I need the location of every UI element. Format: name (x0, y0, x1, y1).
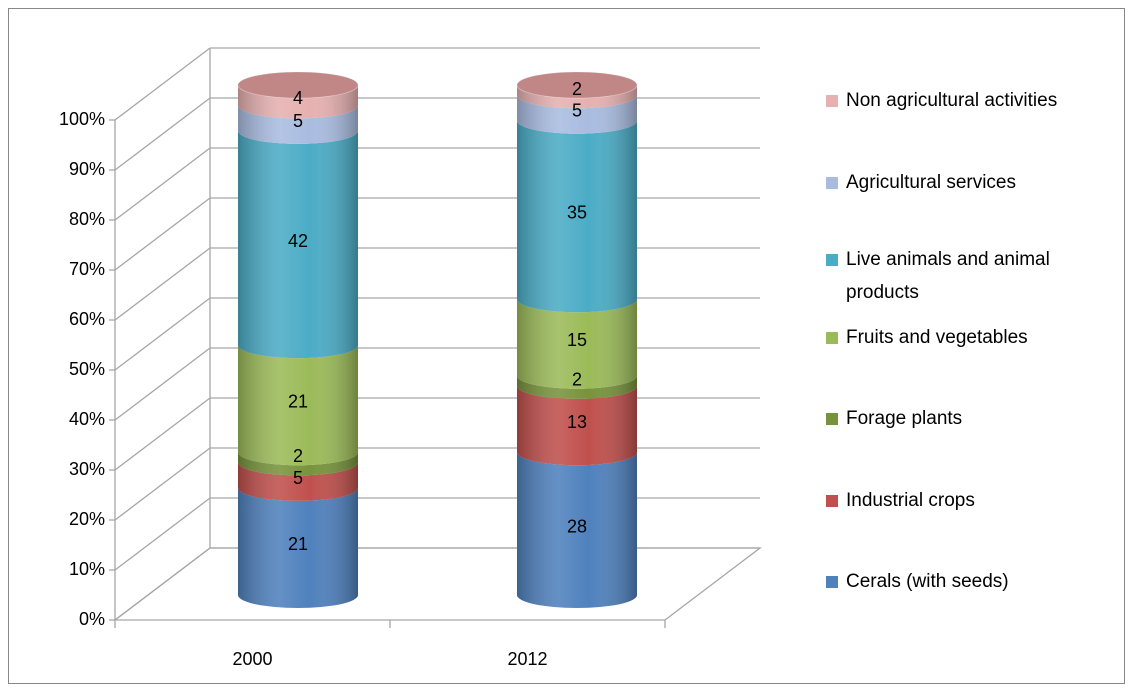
legend-swatch (826, 495, 838, 507)
data-label: 2 (293, 446, 303, 466)
segment-shade (517, 385, 637, 466)
y-tick-label: 10% (69, 559, 105, 579)
segment-shade (238, 105, 359, 144)
legend-swatch (826, 413, 838, 425)
legend-entry: Industrial crops (826, 484, 1116, 517)
legend-entry: Fruits and vegetables (826, 321, 1116, 354)
x-tick-label: 2000 (232, 649, 272, 669)
grid-line (114, 397, 211, 471)
legend-label: Fruits and vegetables (846, 327, 1028, 348)
legend-swatch (826, 576, 838, 588)
chart-frame (8, 8, 1125, 684)
segment-shade (517, 375, 637, 399)
x-tick-label: 2012 (507, 649, 547, 669)
data-label: 5 (572, 101, 582, 121)
grid-line (114, 97, 211, 171)
legend-label: Agricultural services (846, 172, 1016, 193)
legend-entry: Live animals and animal products (826, 243, 1116, 309)
legend-label: Live animals and animal products (846, 249, 1050, 303)
segment-shade (517, 85, 637, 109)
legend-entry: Agricultural services (826, 166, 1116, 199)
legend-label: Industrial crops (846, 490, 975, 511)
legend-swatch (826, 332, 838, 344)
data-label: 28 (567, 516, 587, 536)
y-tick-label: 80% (69, 209, 105, 229)
grid-line (114, 247, 211, 321)
grid-line (114, 547, 211, 621)
grid-line (114, 47, 211, 121)
cylinder-top-shade (238, 72, 358, 98)
y-tick-label: 60% (69, 309, 105, 329)
y-tick-label: 0% (79, 609, 105, 629)
cylinder-top-shade (517, 72, 637, 98)
data-label: 35 (567, 203, 587, 223)
data-label: 21 (288, 391, 308, 411)
segment-shade (238, 345, 359, 466)
legend-entry: Forage plants (826, 402, 1116, 435)
y-tick-label: 40% (69, 409, 105, 429)
legend-label: Cerals (with seeds) (846, 571, 1009, 592)
segment-shade (517, 299, 637, 389)
segment-shade (238, 462, 359, 501)
segment-shade (517, 95, 637, 134)
data-label: 21 (288, 534, 308, 554)
legend-label: Forage plants (846, 408, 963, 429)
segment-shade (238, 452, 359, 476)
data-label: 4 (293, 88, 303, 108)
legend-entry: Non agricultural activities (826, 84, 1116, 117)
grid-line (114, 297, 211, 371)
legend-swatch (826, 177, 838, 189)
data-label: 2 (572, 370, 582, 390)
segment-shade (238, 130, 359, 359)
y-tick-label: 70% (69, 259, 105, 279)
legend-swatch (826, 254, 838, 266)
segment-shade (517, 452, 637, 608)
data-label: 2 (572, 79, 582, 99)
cylinder-top (516, 71, 638, 99)
data-label: 42 (288, 231, 308, 251)
grid-line (114, 347, 211, 421)
y-tick-label: 100% (59, 109, 105, 129)
data-label: 5 (293, 468, 303, 488)
floor (113, 547, 762, 621)
legend-label: Non agricultural activities (846, 90, 1058, 111)
y-tick-label: 90% (69, 159, 105, 179)
grid-line (114, 497, 211, 571)
y-tick-label: 30% (69, 459, 105, 479)
data-label: 13 (567, 412, 587, 432)
legend-swatch (826, 95, 838, 107)
grid-line (114, 147, 211, 221)
segment-shade (238, 487, 358, 608)
cylinder-top (237, 71, 359, 99)
grid-line (114, 447, 211, 521)
segment-shade (238, 85, 359, 119)
y-tick-label: 20% (69, 509, 105, 529)
y-tick-label: 50% (69, 359, 105, 379)
legend-entry: Cerals (with seeds) (826, 565, 1116, 598)
legend: Non agricultural activities Agricultural … (826, 0, 1126, 693)
data-label: 5 (293, 111, 303, 131)
grid-line (114, 197, 211, 271)
segment-shade (517, 120, 637, 313)
data-label: 15 (567, 330, 587, 350)
